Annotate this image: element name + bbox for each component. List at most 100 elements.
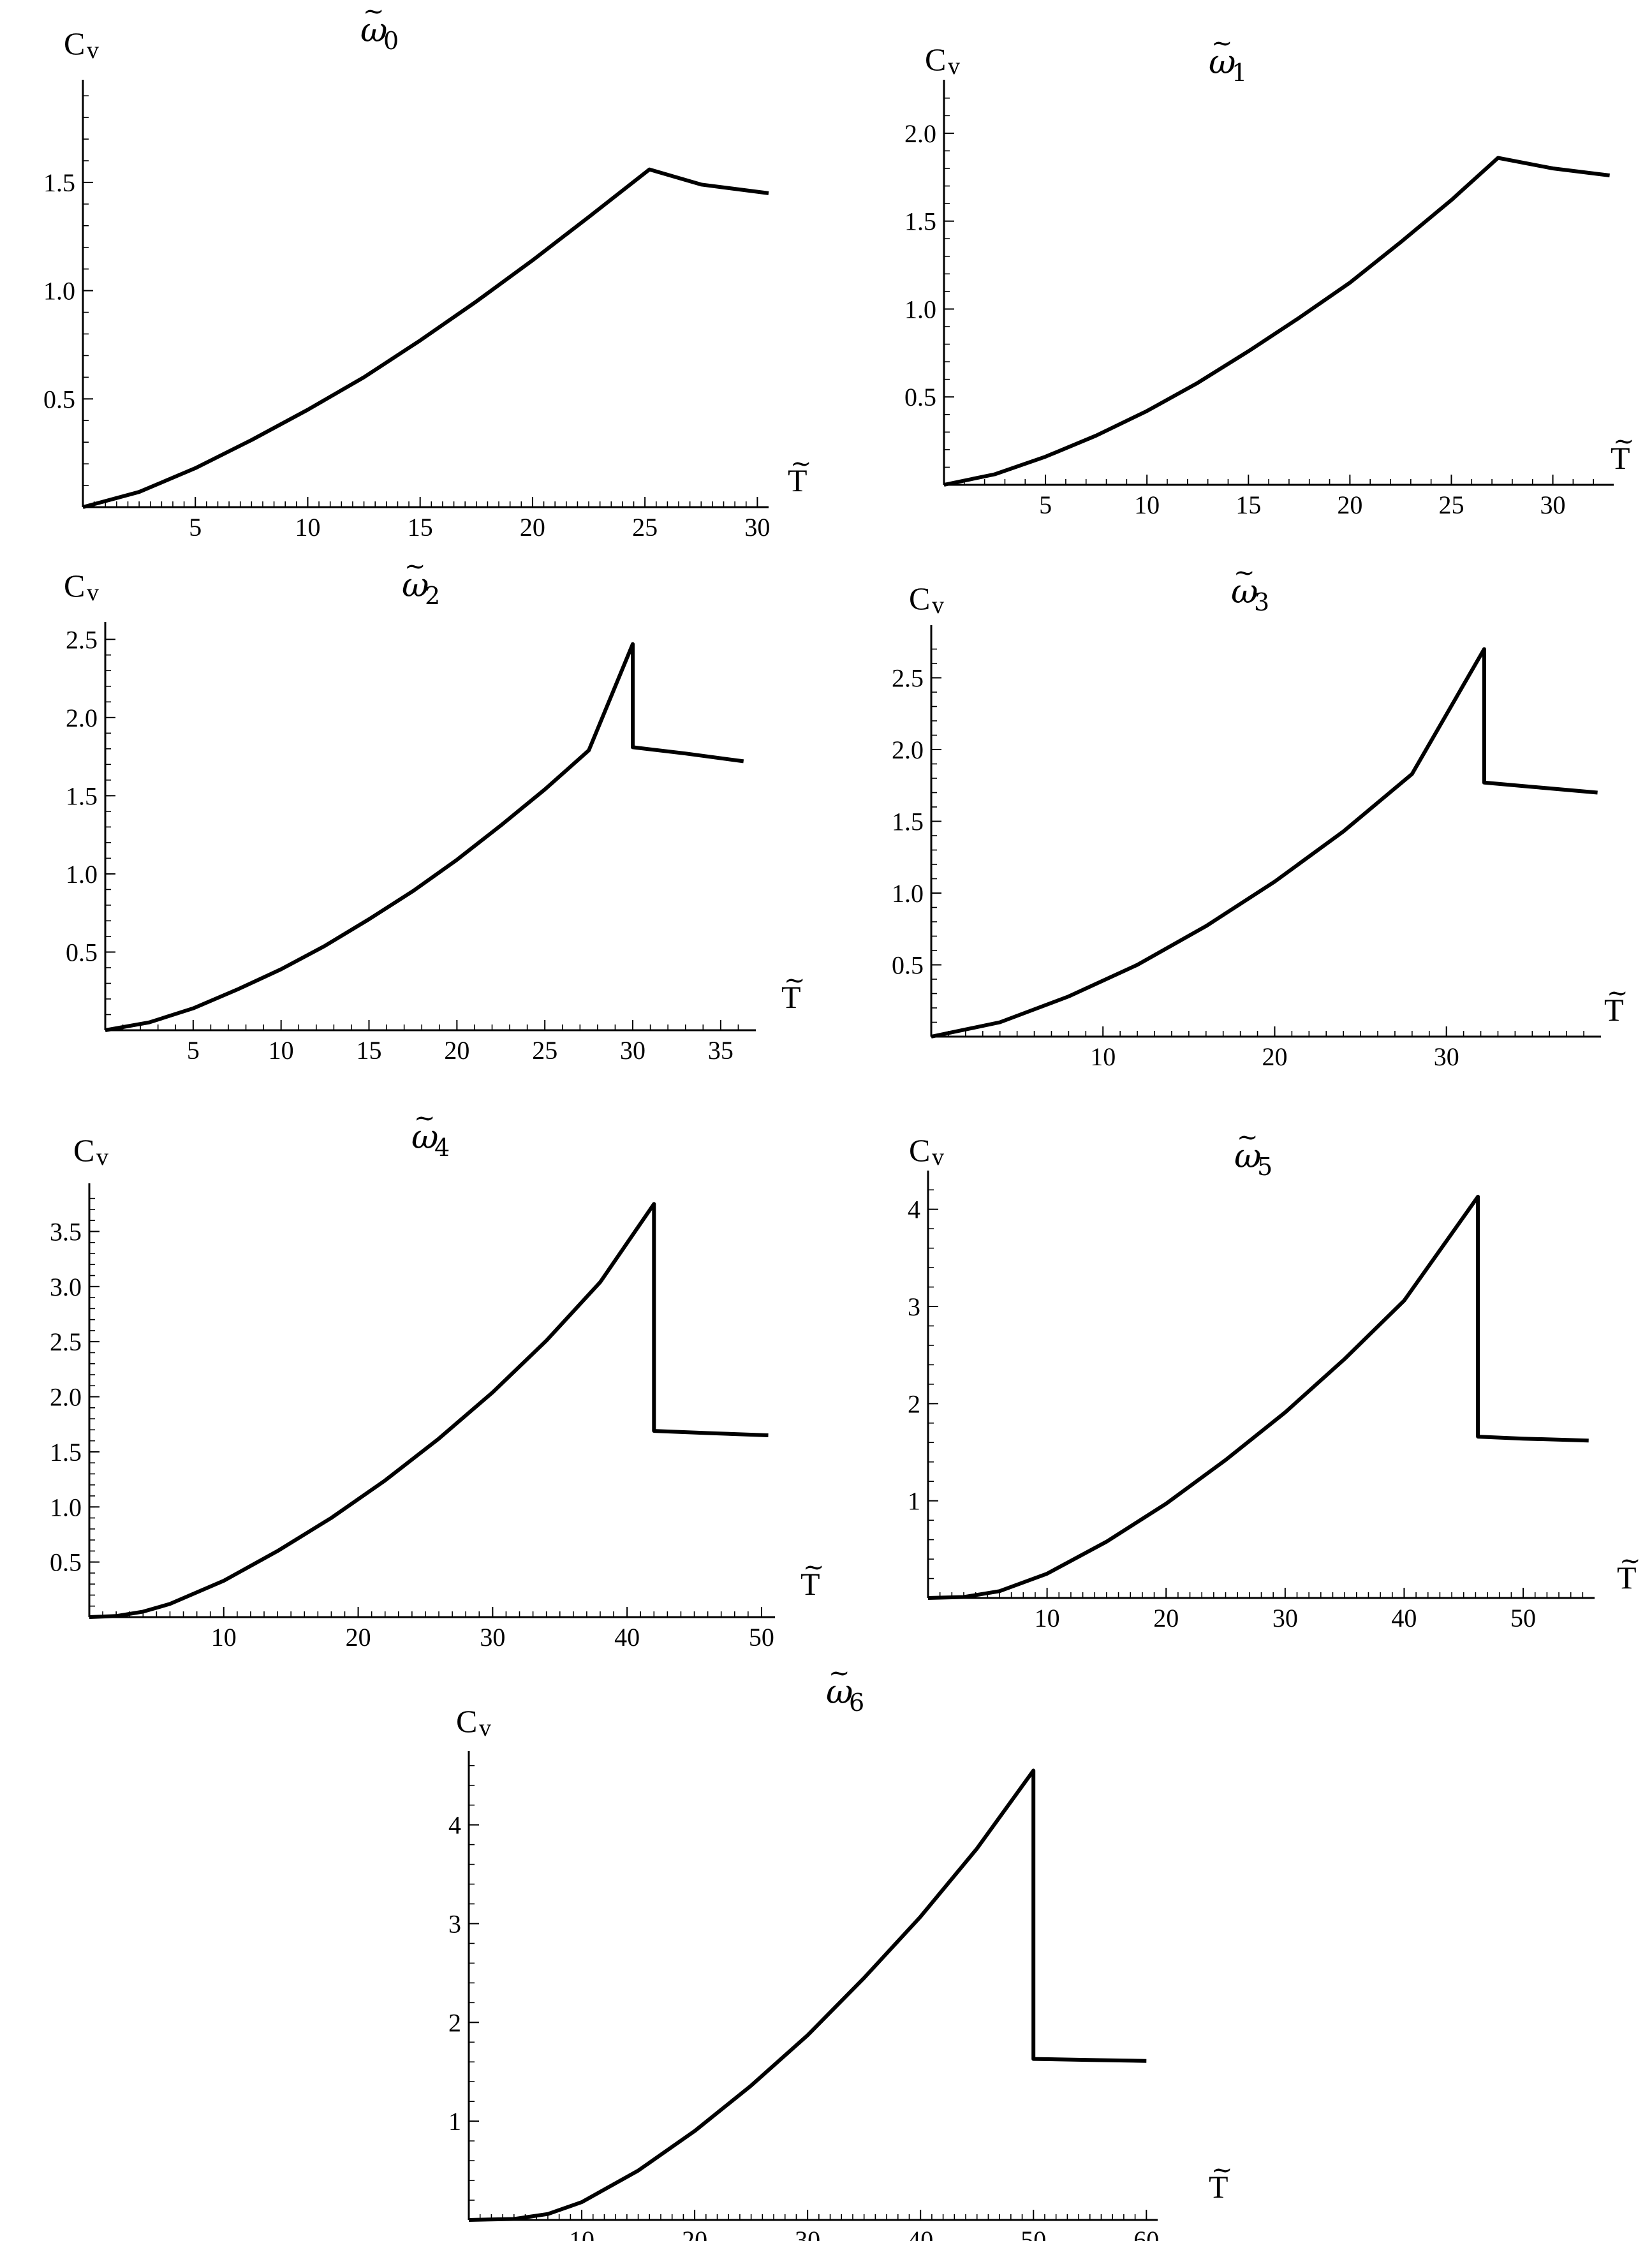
y-tick-label: 1.5 <box>50 1438 82 1467</box>
y-tick-label: 3 <box>448 1909 461 1938</box>
x-tick-label: 10 <box>1134 491 1160 519</box>
x-tick-label: 20 <box>682 2226 707 2241</box>
x-tick-label: 30 <box>744 513 770 542</box>
x-tick-label: 40 <box>614 1623 640 1652</box>
x-tick-label: 5 <box>187 1036 200 1065</box>
x-tick-label: 30 <box>1434 1042 1459 1071</box>
y-tick-label: 1.0 <box>892 879 924 908</box>
x-tick-label: 20 <box>1337 491 1362 519</box>
series-line-0 <box>468 1768 1147 2222</box>
x-tick-label: 10 <box>569 2226 594 2241</box>
y-tick-label: 0.5 <box>892 951 924 980</box>
y-tick-label: 2.0 <box>66 704 98 732</box>
x-axis-label-tilde: ~ <box>1607 979 1628 1008</box>
x-axis-label: T <box>1604 992 1624 1028</box>
chart-panel-3: 10 20 300.51.01.52.02.5C v~T~ω3 <box>892 558 1628 1071</box>
x-tick-label: 15 <box>408 513 433 542</box>
x-tick-label: 5 <box>189 513 202 542</box>
x-tick-label: 35 <box>708 1036 734 1065</box>
y-tick-label: 1.5 <box>43 168 75 197</box>
y-tick-label: 2.5 <box>50 1328 82 1356</box>
panel-title: ω <box>360 11 387 50</box>
x-tick-label: 10 <box>1035 1604 1060 1632</box>
y-axis-label-subscript: v <box>932 1144 944 1171</box>
panel-title: ω <box>1234 1137 1261 1176</box>
y-axis-label-subscript: v <box>479 1715 491 1742</box>
y-tick-label: 2 <box>908 1389 920 1418</box>
y-tick-label: 3.0 <box>50 1273 82 1301</box>
y-tick-label: 2.0 <box>50 1383 82 1412</box>
y-tick-label: 3.5 <box>50 1217 82 1246</box>
x-tick-label: 25 <box>1438 491 1464 519</box>
y-axis-label: C <box>64 568 85 603</box>
panel-title-tilde: ~ <box>1237 1123 1258 1152</box>
panel-title-tilde: ~ <box>1211 29 1233 58</box>
x-tick-label: 40 <box>908 2226 933 2241</box>
x-tick-label: 20 <box>1262 1042 1287 1071</box>
y-tick-label: 2.5 <box>66 625 98 654</box>
chart-panel-4: 10 20 30 40 500.51.01.52.02.53.03.5C v~T~ω4 <box>50 1104 825 1652</box>
x-axis-label-tilde: ~ <box>1619 1546 1641 1576</box>
y-axis-label: C <box>925 41 946 77</box>
x-axis-label-tilde: ~ <box>1613 427 1635 456</box>
x-tick-label: 30 <box>1540 491 1566 519</box>
x-tick-label: 10 <box>269 1036 294 1065</box>
x-axis-label-tilde: ~ <box>1211 2156 1233 2185</box>
x-tick-label: 30 <box>1272 1604 1298 1632</box>
y-tick-label: 3 <box>908 1292 920 1321</box>
x-axis-label: T <box>788 462 808 498</box>
y-tick-label: 0.5 <box>50 1548 82 1577</box>
x-axis-label: T <box>800 1566 820 1602</box>
x-axis-label: T <box>1617 1560 1637 1595</box>
x-tick-label: 40 <box>1391 1604 1417 1632</box>
y-axis-label-subscript: v <box>96 1144 108 1171</box>
panel-title: ω <box>826 1673 853 1712</box>
y-tick-label: 1.0 <box>904 295 936 323</box>
chart-panel-0: 5 10 15 20 25 300.51.01.5C v~T~ω0 <box>43 0 812 542</box>
y-tick-label: 1.5 <box>66 781 98 810</box>
y-tick-label: 1.0 <box>43 277 75 306</box>
panel-title: ω <box>402 566 429 605</box>
y-tick-label: 2.0 <box>904 119 936 148</box>
y-axis-label-subscript: v <box>948 53 960 80</box>
y-tick-label: 1.5 <box>892 808 924 836</box>
chart-panel-1: 5 10 15 20 25 300.51.01.52.0C v~T~ω1 <box>904 29 1635 519</box>
y-axis-label: C <box>456 1703 477 1739</box>
x-axis-label-tilde: ~ <box>790 449 812 478</box>
panel-title-tilde: ~ <box>404 552 426 581</box>
panel-title-tilde: ~ <box>414 1104 436 1133</box>
series-line-0 <box>931 647 1598 1039</box>
y-tick-label: 0.5 <box>904 383 936 411</box>
x-tick-label: 20 <box>346 1623 371 1652</box>
x-tick-label: 50 <box>749 1623 774 1652</box>
y-tick-label: 2.5 <box>892 664 924 693</box>
y-tick-label: 2.0 <box>892 736 924 764</box>
y-axis-label: C <box>64 26 85 61</box>
panel-title-tilde: ~ <box>1234 558 1255 588</box>
panel-title-tilde: ~ <box>829 1659 850 1688</box>
y-axis-label: C <box>909 581 930 616</box>
x-tick-label: 20 <box>520 513 545 542</box>
panel-title-subscript: 4 <box>434 1134 450 1162</box>
y-tick-label: 1 <box>908 1487 920 1516</box>
x-tick-label: 60 <box>1133 2226 1159 2241</box>
y-tick-label: 2 <box>448 2008 461 2037</box>
y-tick-label: 1.5 <box>904 207 936 236</box>
y-tick-label: 1.0 <box>50 1493 82 1521</box>
y-tick-label: 0.5 <box>43 385 75 413</box>
x-axis-label: T <box>781 979 801 1015</box>
x-tick-label: 25 <box>632 513 658 542</box>
x-tick-label: 15 <box>357 1036 382 1065</box>
y-tick-label: 1 <box>448 2107 461 2136</box>
x-axis-label: T <box>1209 2169 1228 2205</box>
x-axis-label: T <box>1611 440 1630 476</box>
x-tick-label: 30 <box>795 2226 820 2241</box>
y-tick-label: 4 <box>448 1811 461 1840</box>
panel-title: ω <box>411 1118 438 1157</box>
y-axis-label-subscript: v <box>87 37 99 64</box>
series-line-0 <box>82 167 769 509</box>
x-tick-label: 50 <box>1510 1604 1536 1632</box>
